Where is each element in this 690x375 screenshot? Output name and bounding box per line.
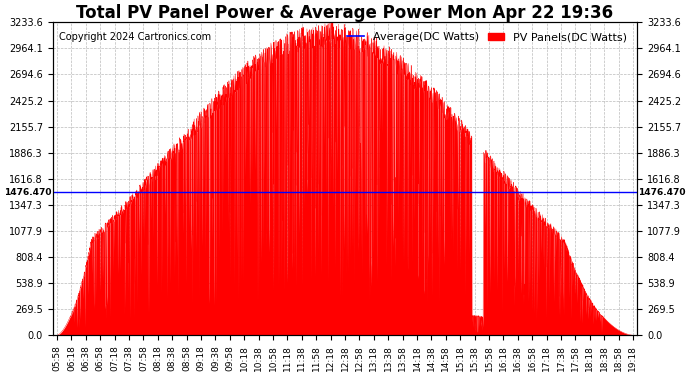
Text: 1476.470: 1476.470 xyxy=(638,188,686,197)
Title: Total PV Panel Power & Average Power Mon Apr 22 19:36: Total PV Panel Power & Average Power Mon… xyxy=(77,4,613,22)
Text: 1476.470: 1476.470 xyxy=(4,188,52,197)
Text: Copyright 2024 Cartronics.com: Copyright 2024 Cartronics.com xyxy=(59,32,210,42)
Legend: Average(DC Watts), PV Panels(DC Watts): Average(DC Watts), PV Panels(DC Watts) xyxy=(343,28,632,47)
